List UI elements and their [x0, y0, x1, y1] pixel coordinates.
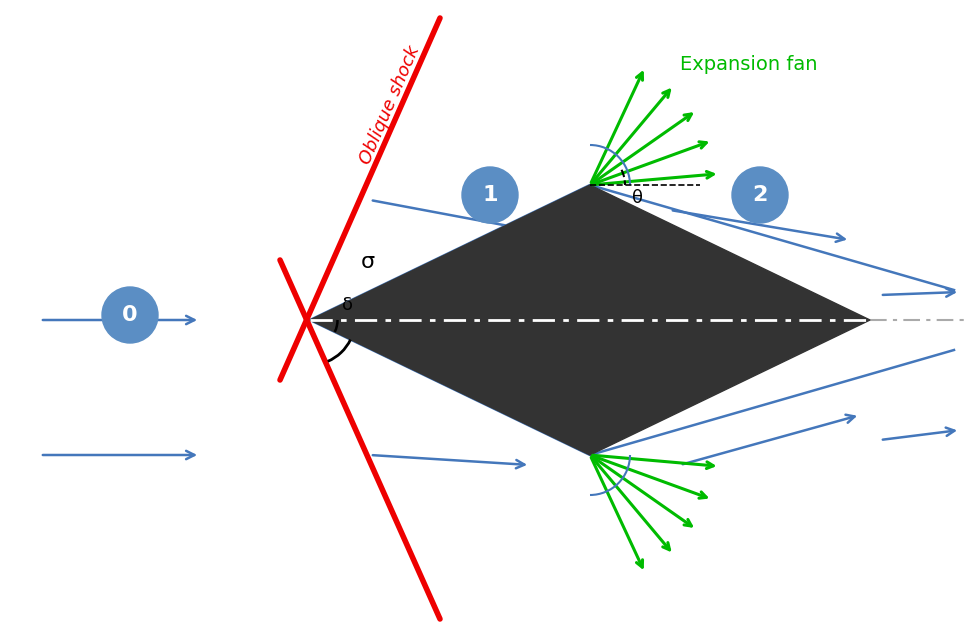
Text: θ: θ	[632, 189, 643, 207]
Text: Oblique shock: Oblique shock	[356, 43, 424, 167]
Text: σ: σ	[361, 252, 375, 272]
Text: 0: 0	[122, 305, 137, 325]
Text: Expansion fan: Expansion fan	[680, 55, 817, 74]
Text: 2: 2	[752, 185, 768, 205]
Circle shape	[102, 287, 158, 343]
Circle shape	[462, 167, 518, 223]
Text: δ: δ	[342, 296, 353, 314]
Circle shape	[732, 167, 788, 223]
Text: 1: 1	[482, 185, 498, 205]
Polygon shape	[310, 185, 870, 455]
